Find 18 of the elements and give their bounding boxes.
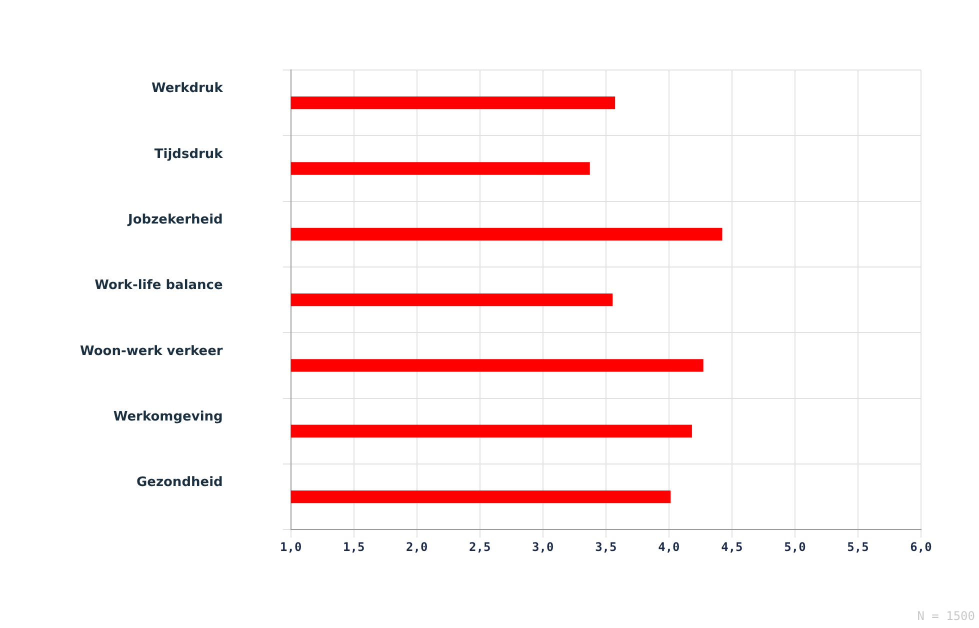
y-tick-label: Work-life balance <box>94 278 224 294</box>
x-tick-label: 2,5 <box>469 540 491 554</box>
x-tick-label: 3,0 <box>532 540 554 554</box>
x-tick-label: 1,0 <box>280 540 302 554</box>
x-tick-label: 5,5 <box>847 540 869 554</box>
x-tick-label: 2,0 <box>406 540 428 554</box>
y-tick-label: Jobzekerheid <box>127 212 223 228</box>
y-tick-label: Tijdsdruk <box>154 146 224 162</box>
x-tick-label: 1,5 <box>343 540 365 554</box>
y-tick-label: Werkdruk <box>151 81 224 96</box>
y-tick-label: Gezondheid <box>136 475 223 490</box>
x-tick-label: 4,0 <box>658 540 680 554</box>
y-tick-label: Werkomgeving <box>113 409 223 424</box>
x-tick-label: 3,5 <box>595 540 617 554</box>
x-tick-label: 6,0 <box>910 540 932 554</box>
x-tick-label: 4,5 <box>721 540 743 554</box>
y-tick-label: Woon-werk verkeer <box>80 344 224 359</box>
x-tick-label: 5,0 <box>784 540 806 554</box>
